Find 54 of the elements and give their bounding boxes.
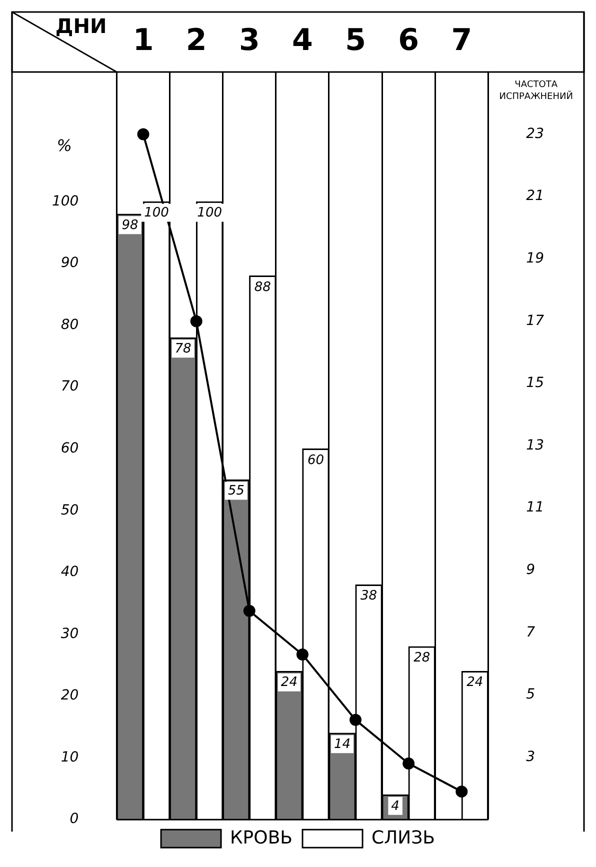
y2-tick-label: 15 [526,375,544,392]
point [243,604,256,617]
y2-tick-label: 9 [526,562,536,578]
data-label: 100 [144,206,169,221]
data-label: 78 [174,342,192,357]
data-label: 38 [360,588,378,604]
y2-tick-label: 7 [526,624,536,640]
y2-tick-label: 17 [526,312,544,329]
y-axis-title: % [56,136,72,155]
y-tick-label: 60 [60,440,79,457]
x-tick-label: 7 [451,22,472,58]
point [456,786,468,798]
data-label: 60 [307,452,324,468]
x-tick-label: 3 [238,22,260,58]
y-tick-label: 20 [60,688,79,704]
x-tick-label: 5 [345,22,366,58]
y2-tick-label: 3 [526,748,536,765]
y-tick-label: 90 [60,255,79,272]
x-axis-title: ДНИ [55,14,107,38]
y-tick-label: 50 [60,502,79,518]
y-tick-label: 100 [52,193,79,210]
y2-tick-label: 21 [526,188,544,204]
y-tick-label: 70 [60,378,79,395]
point [137,128,150,140]
y-tick-label: 80 [60,316,79,333]
y2-tick-label: 23 [526,126,544,142]
y2-tick-label: 13 [526,437,544,454]
series-label: СЛИЗЬ [372,827,435,848]
y-tick-label: 30 [60,626,79,642]
x-tick-label: 6 [398,22,420,58]
data-label: 88 [254,280,271,295]
point [190,315,202,328]
y-tick-label: 0 [70,811,79,828]
data-label: 24 [466,675,484,690]
y2-tick-label: 19 [526,250,544,267]
point [350,714,362,726]
data-label: 4 [391,798,400,814]
x-tick-label: 1 [132,22,154,58]
data-label: 100 [197,206,222,221]
data-label: 24 [280,675,298,690]
y-tick-label: 10 [60,749,79,766]
data-label: 98 [122,218,138,233]
y2-tick-label: 11 [526,500,544,516]
point [402,758,415,770]
y-tick-label: 40 [60,564,79,580]
legend-label: КРОВЬ [230,827,293,848]
point [296,648,308,661]
y2-tick-label: 5 [526,686,536,703]
data-label: 28 [414,650,430,666]
x-tick-label: 4 [292,22,313,58]
y2-axis-title: ЧАСТОТА ИСПРАЖНЕНИЙ [499,80,573,102]
x-tick-label: 2 [186,22,207,58]
data-label: 14 [334,736,351,752]
data-label: 55 [228,484,244,499]
